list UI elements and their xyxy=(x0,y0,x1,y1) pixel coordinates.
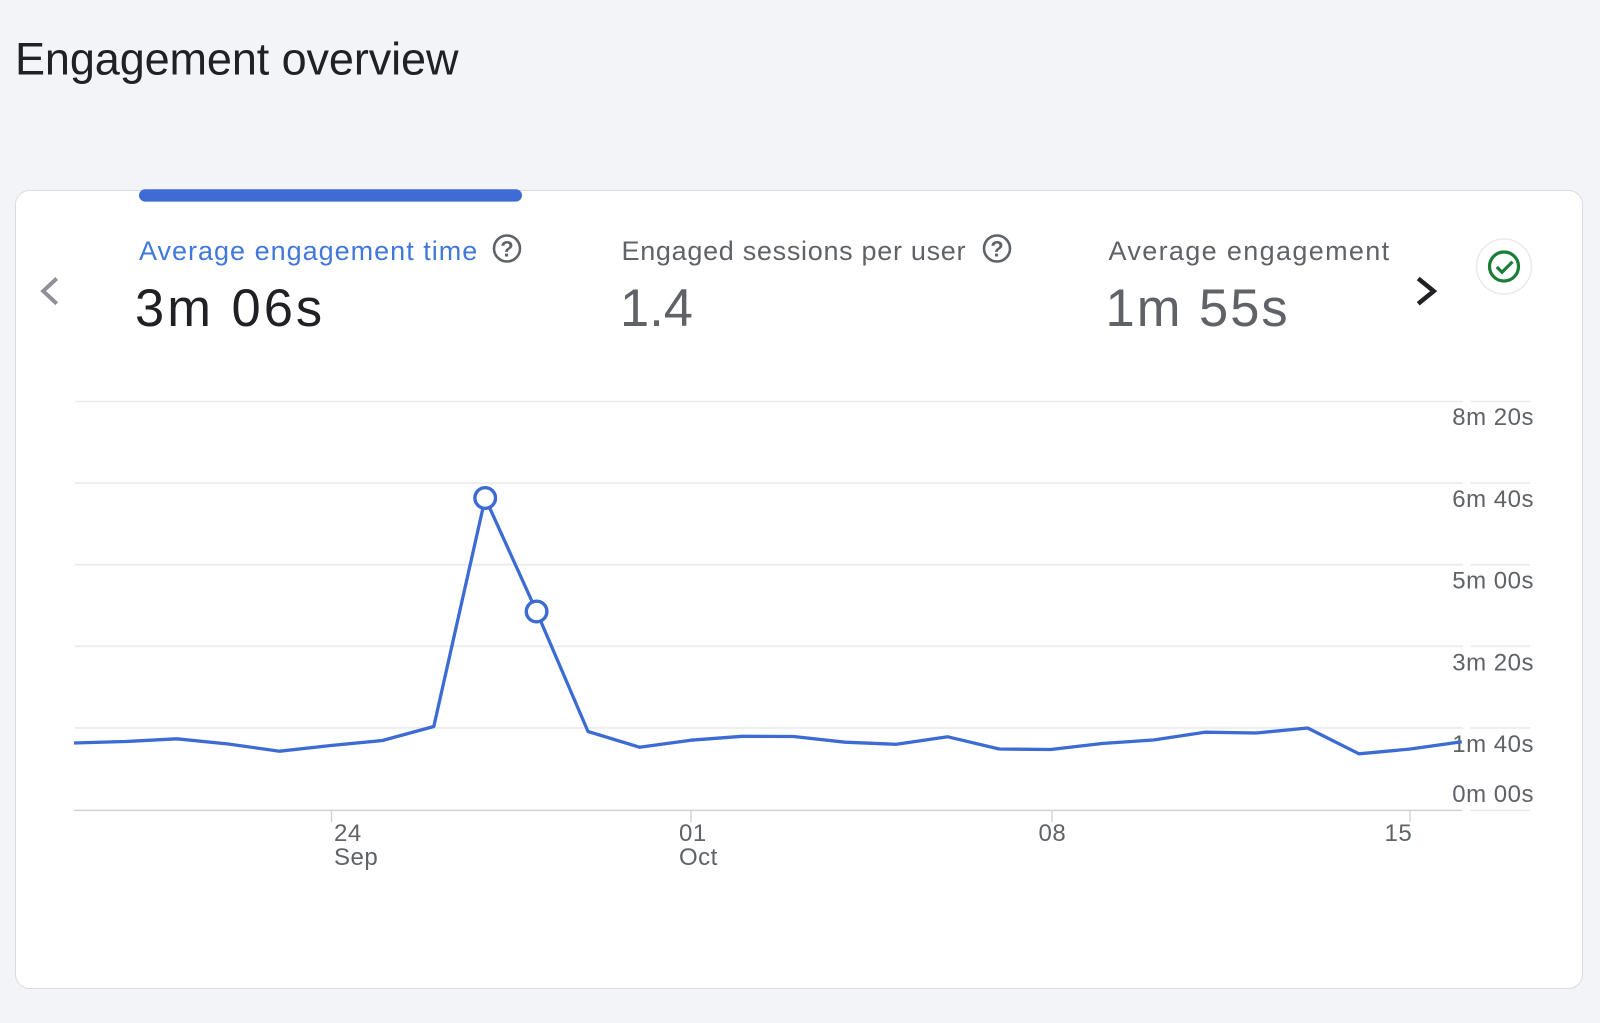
svg-text:1m 55s: 1m 55s xyxy=(1106,279,1290,338)
svg-text:8m 20s: 8m 20s xyxy=(1452,404,1534,431)
svg-text:3m 20s: 3m 20s xyxy=(1452,649,1534,676)
svg-text:01: 01 xyxy=(679,820,707,847)
svg-text:Average engagement time: Average engagement time xyxy=(139,236,478,266)
svg-text:?: ? xyxy=(990,237,1003,262)
svg-text:Engaged sessions per user: Engaged sessions per user xyxy=(622,236,967,266)
svg-text:Sep: Sep xyxy=(334,844,378,871)
svg-text:?: ? xyxy=(500,237,513,262)
svg-text:1m 40s: 1m 40s xyxy=(1452,731,1534,758)
svg-text:5m 00s: 5m 00s xyxy=(1452,568,1534,595)
svg-text:08: 08 xyxy=(1039,820,1067,847)
svg-text:Engagement overview: Engagement overview xyxy=(15,33,459,84)
svg-text:Average engagement: Average engagement xyxy=(1109,236,1391,266)
svg-text:1.4: 1.4 xyxy=(620,279,693,338)
svg-text:15: 15 xyxy=(1385,820,1413,847)
svg-text:6m 40s: 6m 40s xyxy=(1452,486,1534,513)
svg-text:0m 00s: 0m 00s xyxy=(1452,781,1534,808)
svg-text:Oct: Oct xyxy=(679,844,718,871)
svg-text:24: 24 xyxy=(334,820,362,847)
svg-text:3m 06s: 3m 06s xyxy=(135,279,325,338)
